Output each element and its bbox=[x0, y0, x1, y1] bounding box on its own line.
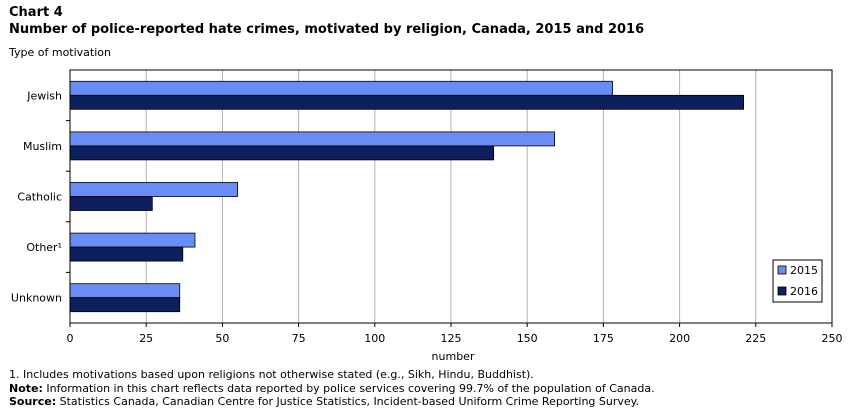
bar-2016-3 bbox=[69, 246, 184, 262]
y-tick-label-1: Muslim bbox=[23, 140, 62, 153]
y-tick-label-0: Jewish bbox=[26, 89, 62, 102]
footnote-1: 1. Includes motivations based upon relig… bbox=[9, 368, 534, 381]
legend-label-2015: 2015 bbox=[790, 264, 818, 277]
bar-2016-0 bbox=[69, 94, 745, 110]
x-tick-label-125: 125 bbox=[441, 332, 462, 345]
axis-labels: 0 25 50 75 100 125 150 175 200 225 250 Jewish Muslim… bbox=[11, 89, 843, 345]
x-tick-label-150: 150 bbox=[517, 332, 538, 345]
note-text: Information in this chart reflects data … bbox=[42, 381, 655, 395]
bar-2015-4 bbox=[69, 283, 181, 299]
footnotes: 1. Includes motivations based upon relig… bbox=[9, 368, 844, 409]
x-tick-label-250: 250 bbox=[822, 332, 843, 345]
chart-title: Number of police-reported hate crimes, m… bbox=[9, 22, 645, 37]
legend-label-2016: 2016 bbox=[790, 285, 818, 298]
note-label: Note: bbox=[9, 381, 43, 395]
x-tick-label-25: 25 bbox=[139, 332, 153, 345]
legend-swatch-2016 bbox=[777, 286, 787, 296]
bar-2015-1 bbox=[69, 131, 556, 147]
bars bbox=[69, 80, 745, 313]
y-tick-label-3: Other¹ bbox=[26, 241, 62, 254]
source-text: Statistics Canada, Canadian Centre for J… bbox=[56, 395, 640, 408]
bar-2015-0 bbox=[69, 80, 613, 96]
bar-2016-1 bbox=[69, 145, 495, 161]
note-line: Note: Information in this chart reflects… bbox=[9, 382, 844, 396]
bar-2015-3 bbox=[69, 232, 196, 248]
y-tick-label-4: Unknown bbox=[11, 292, 62, 305]
x-tick-label-75: 75 bbox=[292, 332, 306, 345]
source-label: Source: bbox=[9, 395, 57, 408]
bar-2016-2 bbox=[69, 196, 153, 211]
y-axis-label: Type of motivation bbox=[9, 46, 111, 59]
x-tick-label-0: 0 bbox=[67, 332, 74, 345]
x-tick-label-100: 100 bbox=[364, 332, 385, 345]
bar-2015-2 bbox=[69, 182, 239, 197]
bar-2016-4 bbox=[69, 297, 181, 313]
x-tick-label-200: 200 bbox=[669, 332, 690, 345]
x-tick-label-175: 175 bbox=[593, 332, 614, 345]
legend-swatch-2015 bbox=[777, 265, 787, 275]
x-tick-label-225: 225 bbox=[745, 332, 766, 345]
x-axis-label: number bbox=[432, 350, 475, 363]
source-line: Source: Statistics Canada, Canadian Cent… bbox=[9, 395, 844, 409]
x-tick-label-50: 50 bbox=[215, 332, 229, 345]
chart-number: Chart 4 bbox=[9, 5, 63, 20]
y-tick-label-2: Catholic bbox=[17, 191, 62, 204]
legend: 2015 2016 bbox=[772, 259, 823, 303]
axis-ticks bbox=[66, 120, 833, 327]
